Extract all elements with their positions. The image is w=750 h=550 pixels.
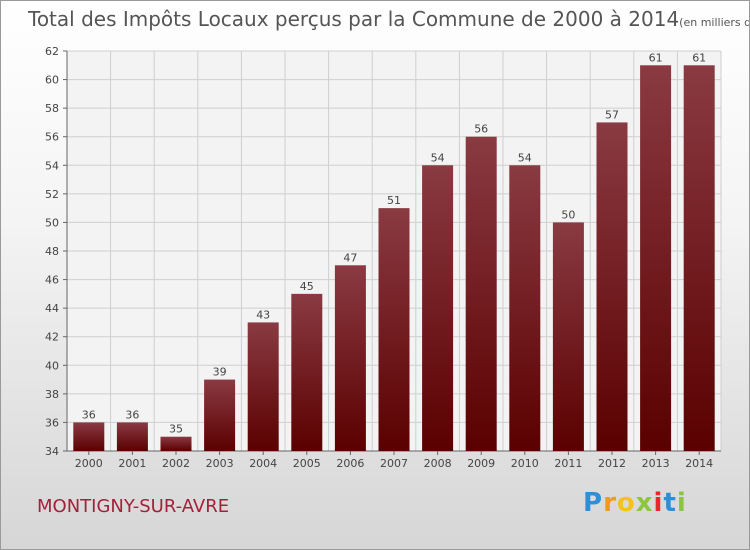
x-tick-label: 2000	[75, 457, 103, 470]
bar-value-label: 51	[387, 194, 401, 207]
bar-value-label: 54	[431, 151, 445, 164]
x-tick-label: 2011	[554, 457, 582, 470]
x-tick-label: 2009	[467, 457, 495, 470]
bar	[334, 265, 366, 451]
y-tick-label: 44	[45, 302, 59, 315]
chart-title: Total des Impôts Locaux perçus par la Co…	[28, 7, 749, 31]
x-tick-label: 2001	[118, 457, 146, 470]
y-tick-label: 60	[45, 74, 59, 87]
bar	[73, 422, 105, 451]
x-tick-label: 2008	[424, 457, 452, 470]
y-tick-label: 56	[45, 131, 59, 144]
commune-name: MONTIGNY-SUR-AVRE	[37, 496, 230, 517]
bar	[683, 65, 715, 452]
y-tick-label: 36	[45, 416, 59, 429]
bar	[422, 165, 454, 452]
bar-value-label: 36	[82, 408, 96, 421]
logo-letter: r	[603, 488, 617, 518]
y-tick-label: 38	[45, 388, 59, 401]
logo-letter: i	[653, 488, 664, 518]
x-tick-label: 2014	[685, 457, 713, 470]
logo-letter: x	[635, 488, 654, 518]
y-tick-label: 46	[45, 274, 59, 287]
x-tick-label: 2003	[206, 457, 234, 470]
bar	[291, 293, 323, 451]
bar	[465, 136, 497, 451]
x-tick-label: 2012	[598, 457, 626, 470]
x-tick-label: 2006	[336, 457, 364, 470]
bar	[509, 165, 541, 452]
x-tick-label: 2013	[642, 457, 670, 470]
bar-value-label: 43	[256, 308, 270, 321]
logo-letter: i	[676, 488, 687, 518]
bar	[116, 422, 148, 451]
y-tick-label: 42	[45, 331, 59, 344]
y-tick-label: 62	[45, 45, 59, 58]
logo-letter: t	[663, 488, 677, 518]
x-tick-label: 2007	[380, 457, 408, 470]
logo-letter: o	[616, 488, 636, 518]
x-tick-label: 2002	[162, 457, 190, 470]
bar	[640, 65, 672, 452]
bar	[552, 222, 584, 451]
bar	[378, 208, 410, 451]
y-tick-label: 54	[45, 159, 59, 172]
bar	[160, 436, 192, 451]
x-tick-label: 2004	[249, 457, 277, 470]
title-text: Total des Impôts Locaux perçus par la Co…	[28, 7, 680, 31]
bar-value-label: 50	[561, 208, 575, 221]
y-tick-label: 34	[45, 445, 59, 458]
bar-value-label: 47	[343, 251, 357, 264]
bar-value-label: 35	[169, 423, 183, 436]
bar-value-label: 45	[300, 280, 314, 293]
bar-value-label: 54	[518, 151, 532, 164]
bar	[204, 379, 236, 451]
y-tick-label: 58	[45, 102, 59, 115]
bar	[247, 322, 279, 451]
bar-value-label: 39	[213, 366, 227, 379]
proxiti-logo: Proxiti	[583, 488, 687, 518]
logo-letter: P	[583, 488, 604, 518]
y-tick-label: 48	[45, 245, 59, 258]
bar	[596, 122, 628, 451]
y-tick-label: 40	[45, 359, 59, 372]
x-tick-label: 2010	[511, 457, 539, 470]
bar-value-label: 61	[692, 51, 706, 64]
y-tick-label: 52	[45, 188, 59, 201]
x-tick-label: 2005	[293, 457, 321, 470]
unit-note: (en milliers d'€)	[679, 16, 749, 29]
bar-value-label: 56	[474, 123, 488, 136]
y-tick-label: 50	[45, 216, 59, 229]
bar-value-label: 36	[125, 408, 139, 421]
bar-value-label: 61	[649, 51, 663, 64]
bar-value-label: 57	[605, 108, 619, 121]
